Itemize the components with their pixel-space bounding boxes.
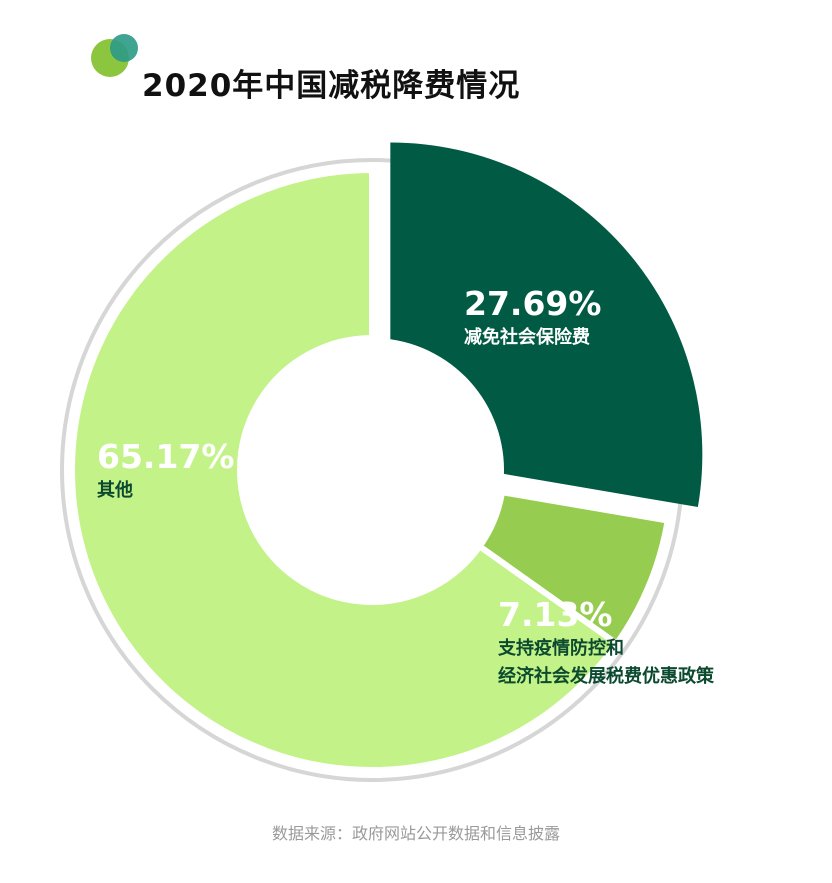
slice-value: 65.17% bbox=[97, 437, 235, 476]
slice-label-epidemic-policy: 7.13% 支持疫情防控和 经济社会发展税费优惠政策 bbox=[498, 595, 714, 691]
slice-value: 27.69% bbox=[464, 284, 602, 323]
logo-icon bbox=[91, 34, 138, 77]
slice-name: 减免社会保险费 bbox=[464, 327, 590, 348]
source-note: 数据来源：政府网站公开数据和信息披露 bbox=[271, 824, 560, 843]
slice-value: 7.13% bbox=[498, 595, 613, 634]
slice-name: 其他 bbox=[97, 480, 133, 501]
slice-label-other: 65.17% 其他 bbox=[97, 437, 234, 505]
chart-title: 2020年中国减税降费情况 bbox=[142, 68, 521, 104]
donut-hole bbox=[240, 338, 504, 602]
slice-name: 支持疫情防控和 经济社会发展税费优惠政策 bbox=[498, 638, 714, 687]
slice-label-social-insurance: 27.69% 减免社会保险费 bbox=[464, 284, 601, 352]
